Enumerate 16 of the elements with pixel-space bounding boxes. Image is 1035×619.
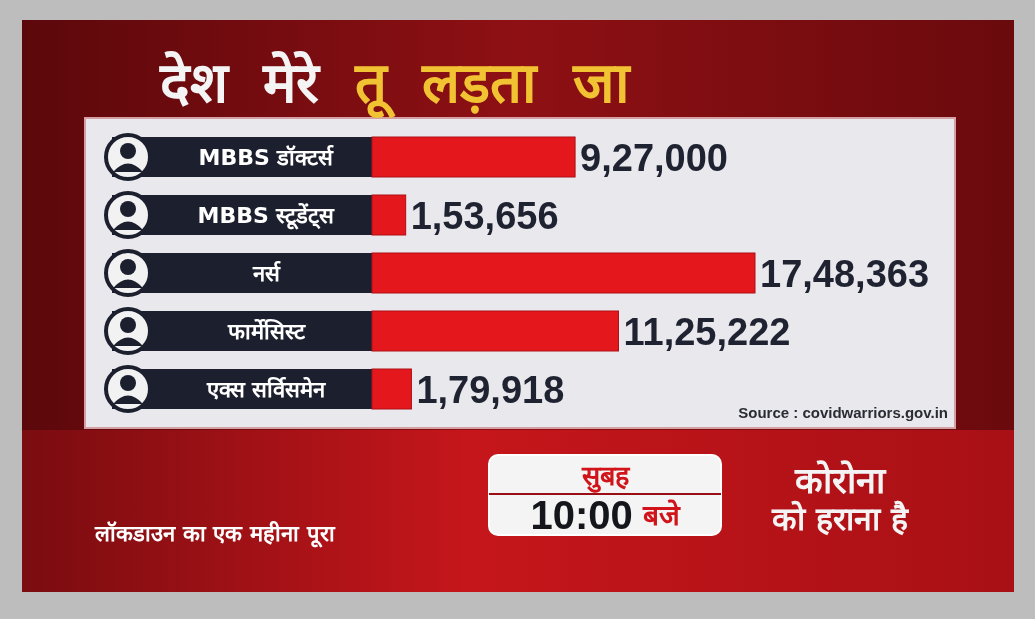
value-label: 1,53,656 (410, 195, 559, 237)
annotation: 10:00 बजे (530, 493, 680, 537)
annotation: Source : covidwarriors.gov.in (738, 404, 948, 421)
category-label: MBBS डॉक्टर्स (198, 144, 334, 170)
value-label: 17,48,363 (760, 253, 930, 295)
category-label: नर्स (252, 260, 280, 286)
category-label: फार्मेसिस्ट (227, 318, 305, 344)
annotation: सुबह (581, 459, 629, 491)
category-label: एक्स सर्विसमेन (206, 376, 326, 402)
value-label: 11,25,222 (623, 311, 791, 353)
value-label: 9,27,000 (580, 137, 728, 179)
annotation: कोरोना (795, 459, 885, 501)
category-label: MBBS स्टूडेंट्स (197, 202, 335, 228)
annotation: लॉकडाउन का एक महीना पूरा (95, 521, 335, 546)
annotation: को हराना है (771, 500, 909, 538)
value-label: 1,79,918 (416, 369, 565, 411)
